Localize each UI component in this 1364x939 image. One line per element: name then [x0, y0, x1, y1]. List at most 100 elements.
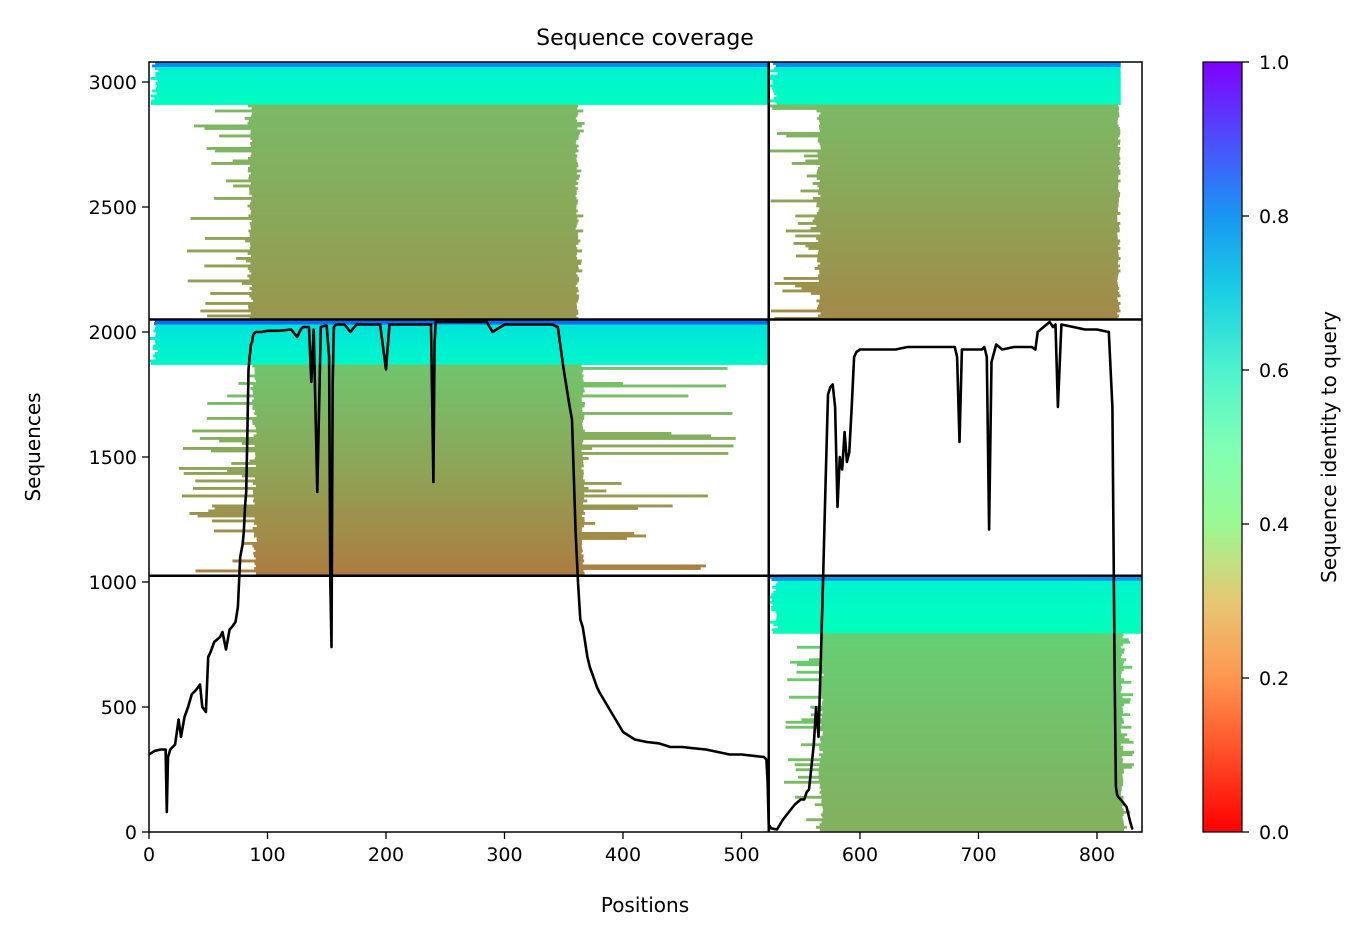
heatmap-row: [819, 124, 1119, 128]
heatmap-row: [253, 499, 588, 503]
heatmap-row: [250, 132, 580, 135]
heatmap-row: [773, 97, 1121, 100]
x-tick-label: 600: [842, 844, 878, 866]
x-tick-label: 400: [605, 844, 641, 866]
heatmap-row: [250, 137, 579, 140]
heatmap-row: [818, 688, 1122, 692]
heatmap-row: [770, 199, 1119, 203]
heatmap-row: [151, 64, 769, 68]
heatmap-row: [205, 237, 579, 240]
heatmap-row: [822, 700, 1130, 704]
heatmap-row: [225, 179, 577, 183]
heatmap-row: [822, 810, 1131, 814]
heatmap-row: [801, 287, 1120, 290]
heatmap-row: [817, 169, 1121, 173]
heatmap-row: [772, 585, 1142, 589]
heatmap-row: [214, 507, 639, 510]
heatmap-row: [151, 102, 769, 105]
heatmap-row: [250, 202, 578, 205]
heatmap-row: [776, 102, 1121, 105]
heatmap-row: [253, 522, 596, 525]
heatmap-row: [254, 377, 583, 380]
heatmap-row: [150, 362, 769, 365]
heatmap-row: [820, 262, 1118, 265]
heatmap-row: [250, 212, 577, 215]
heatmap-row: [805, 244, 1118, 248]
heatmap-row: [776, 615, 1142, 619]
heatmap-row: [820, 690, 1121, 694]
heatmap-row: [817, 139, 1121, 143]
colorbar-label: Sequence identity to query: [1317, 311, 1341, 583]
heatmap-row: [820, 755, 1122, 759]
heatmap-row: [252, 489, 607, 493]
heatmap-row: [247, 204, 577, 208]
x-tick-label: 700: [960, 844, 996, 866]
heatmap-row: [774, 92, 1121, 95]
heatmap-row: [254, 367, 728, 370]
heatmap-row: [197, 514, 582, 518]
heatmap-row: [256, 572, 585, 575]
heatmap-row: [772, 87, 1121, 90]
heatmap-block-chain1-paired: [150, 62, 769, 320]
heatmap-row: [249, 277, 580, 280]
heatmap-row: [214, 197, 577, 200]
heatmap-row: [769, 104, 1119, 108]
heatmap-row: [205, 302, 577, 305]
heatmap-row: [247, 122, 585, 125]
heatmap-row: [252, 389, 585, 393]
x-axis-label: Positions: [601, 893, 689, 917]
heatmap-row: [821, 633, 1124, 637]
heatmap-row: [814, 803, 1124, 807]
heatmap-row: [819, 765, 1132, 769]
heatmap-row: [255, 557, 584, 560]
heatmap-row: [249, 294, 580, 298]
heatmap-row: [252, 364, 582, 368]
heatmap-row: [248, 167, 577, 170]
heatmap-row: [156, 84, 769, 88]
heatmap-row: [250, 154, 578, 158]
x-tick-label: 800: [1079, 844, 1115, 866]
heatmap-row: [788, 695, 1123, 699]
heatmap-row: [768, 595, 1142, 599]
heatmap-row: [819, 269, 1121, 273]
heatmap-row: [244, 117, 576, 120]
y-axis-label: Sequences: [21, 392, 45, 501]
coverage-line: [149, 320, 1134, 831]
heatmap-row: [822, 733, 1128, 737]
heatmap-row: [254, 424, 583, 428]
heatmap-row: [250, 244, 576, 248]
heatmap-row: [819, 164, 1118, 168]
heatmap-row: [818, 114, 1120, 118]
heatmap-row: [822, 710, 1123, 714]
heatmap-row: [156, 92, 769, 95]
heatmap-row: [768, 99, 1121, 103]
heatmap-row: [819, 760, 1123, 764]
heatmap-row: [249, 287, 578, 290]
heatmap-row: [255, 427, 584, 430]
heatmap-row: [776, 588, 1142, 592]
heatmap-row: [253, 434, 712, 438]
heatmap-row: [248, 229, 584, 233]
heatmap-row: [211, 162, 578, 165]
heatmap-row: [784, 780, 1124, 784]
heatmap-row: [821, 740, 1134, 744]
heatmap-row: [800, 743, 1121, 747]
heatmap-row: [820, 735, 1125, 739]
heatmap-row: [254, 534, 647, 538]
heatmap-row: [818, 778, 1124, 782]
heatmap-row: [155, 72, 769, 75]
heatmap-row: [249, 247, 578, 250]
heatmap-row: [256, 537, 627, 540]
x-tick-label: 0: [143, 844, 155, 866]
heatmap-row: [820, 783, 1123, 787]
heatmap-row: [194, 124, 582, 128]
heatmap-row: [149, 337, 769, 340]
heatmap-row: [806, 818, 1124, 822]
heatmap-row: [768, 77, 1121, 80]
heatmap-row: [819, 683, 1122, 687]
heatmap-row: [818, 252, 1119, 255]
heatmap-row: [250, 242, 579, 245]
heatmap-row: [241, 282, 578, 285]
heatmap-row: [819, 272, 1119, 275]
heatmap-row: [809, 658, 1127, 662]
